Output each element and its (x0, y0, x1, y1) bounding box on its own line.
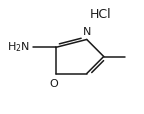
Text: HCl: HCl (90, 8, 112, 21)
Text: H$_2$N: H$_2$N (6, 40, 30, 54)
Text: N: N (83, 27, 92, 37)
Text: O: O (50, 78, 59, 88)
